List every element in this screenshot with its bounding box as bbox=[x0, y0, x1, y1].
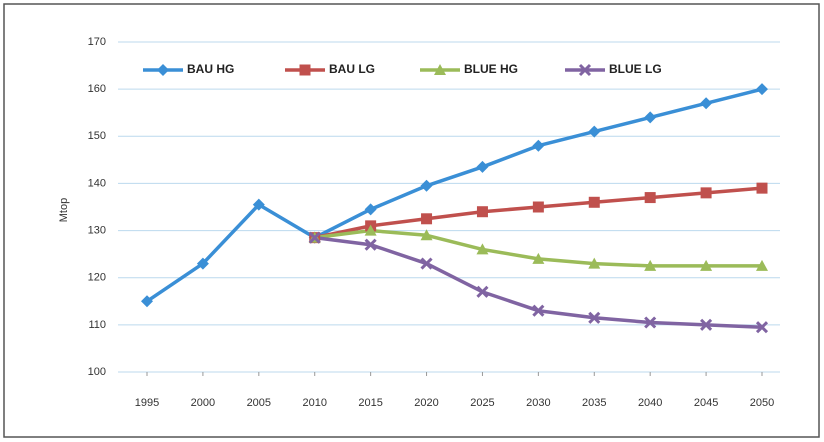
x-tick-label: 2030 bbox=[526, 397, 550, 409]
x-tick-label: 1995 bbox=[135, 397, 159, 409]
marker bbox=[644, 192, 656, 204]
y-tick-label: 110 bbox=[88, 319, 106, 331]
marker bbox=[476, 206, 488, 218]
marker bbox=[434, 64, 446, 75]
marker bbox=[700, 97, 713, 110]
marker bbox=[141, 295, 153, 308]
marker bbox=[157, 64, 169, 76]
series-line bbox=[146, 87, 763, 303]
x-tick-label: 2015 bbox=[358, 397, 382, 409]
y-tick-label: 160 bbox=[88, 83, 106, 95]
marker bbox=[700, 187, 712, 199]
marker bbox=[700, 318, 713, 331]
marker bbox=[700, 259, 713, 271]
marker bbox=[644, 259, 657, 271]
marker bbox=[532, 304, 545, 317]
legend: BAU HG BAU LG BLUE HG BLUE LG bbox=[143, 62, 662, 76]
marker bbox=[532, 201, 544, 213]
y-tick-label: 100 bbox=[88, 366, 106, 378]
marker bbox=[420, 257, 433, 270]
marker bbox=[756, 259, 768, 271]
marker bbox=[532, 252, 545, 264]
x-tick-label: 2020 bbox=[414, 397, 438, 409]
x-tick-label: 2025 bbox=[470, 397, 494, 409]
marker bbox=[588, 257, 601, 269]
x-tick-label: 2050 bbox=[750, 397, 774, 409]
marker bbox=[421, 213, 433, 225]
marker bbox=[756, 83, 768, 96]
marker bbox=[644, 111, 657, 124]
marker bbox=[476, 243, 489, 255]
marker bbox=[644, 316, 657, 329]
marker bbox=[299, 64, 311, 76]
y-tick-label: 150 bbox=[88, 130, 106, 142]
marker bbox=[476, 160, 489, 173]
marker bbox=[252, 198, 265, 211]
legend-label: BLUE HG bbox=[464, 62, 518, 76]
x-tick-label: 2040 bbox=[638, 397, 662, 409]
marker bbox=[756, 182, 768, 194]
marker bbox=[196, 257, 209, 270]
legend-label: BAU HG bbox=[187, 62, 234, 76]
legend-label: BAU LG bbox=[329, 62, 375, 76]
y-tick-label: 130 bbox=[88, 224, 106, 236]
marker bbox=[364, 224, 377, 236]
marker bbox=[588, 125, 601, 138]
y-tick-label: 120 bbox=[88, 272, 106, 284]
marker bbox=[364, 238, 377, 251]
y-tick-label: 140 bbox=[88, 177, 106, 189]
legend-label: BLUE LG bbox=[609, 62, 662, 76]
marker bbox=[578, 63, 592, 77]
marker bbox=[364, 203, 377, 216]
marker bbox=[308, 231, 321, 244]
y-axis-label: Mtop bbox=[58, 198, 70, 222]
x-tick-label: 2005 bbox=[247, 397, 271, 409]
marker bbox=[588, 196, 600, 208]
x-tick-label: 2035 bbox=[582, 397, 606, 409]
marker bbox=[755, 321, 769, 334]
marker bbox=[420, 229, 433, 241]
x-tick-label: 2000 bbox=[191, 397, 215, 409]
y-tick-label: 170 bbox=[88, 36, 106, 48]
marker bbox=[588, 311, 601, 324]
marker bbox=[532, 139, 545, 152]
marker bbox=[420, 179, 433, 192]
x-tick-label: 2010 bbox=[302, 397, 326, 409]
marker bbox=[476, 285, 489, 298]
x-tick-label: 2045 bbox=[694, 397, 718, 409]
